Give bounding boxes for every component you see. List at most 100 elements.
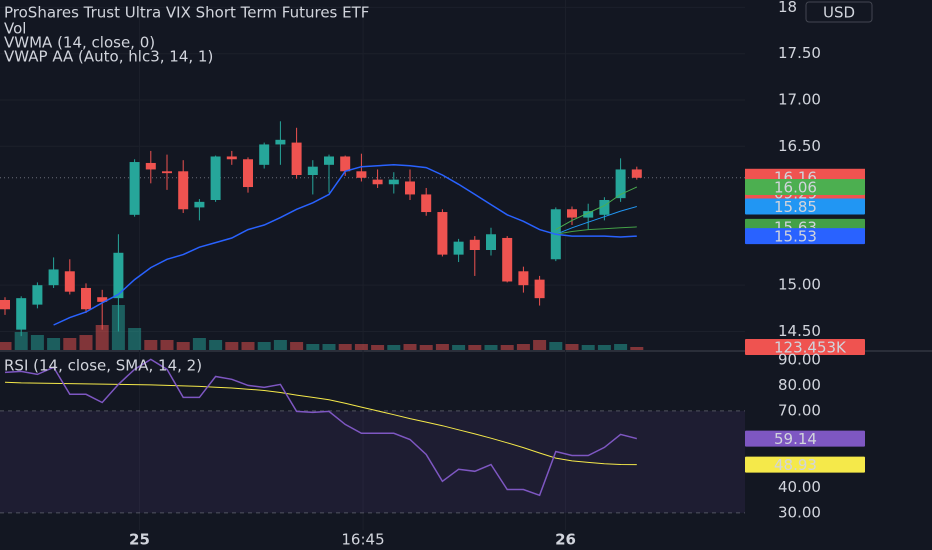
volume-bar — [371, 344, 385, 350]
chart-title: ProShares Trust Ultra VIX Short Term Fut… — [4, 4, 369, 22]
volume-bar — [160, 339, 174, 350]
candle-body — [356, 171, 367, 178]
candle-body — [64, 271, 75, 292]
rsi-badge-label: 48.93 — [774, 456, 817, 474]
volume-bar — [322, 343, 336, 350]
candle-body — [486, 234, 496, 250]
volume-bar — [95, 324, 109, 350]
volume-bar — [581, 344, 595, 350]
rsi-line — [4, 381, 637, 466]
candle-body — [340, 156, 351, 172]
candle-body — [631, 169, 642, 178]
candle-body — [275, 139, 286, 145]
volume-bar — [468, 344, 482, 350]
candle-body — [469, 239, 480, 250]
volume-bar — [387, 344, 401, 350]
currency-box — [805, 1, 873, 23]
candle-body — [81, 287, 91, 310]
volume-bar — [176, 342, 190, 350]
volume-bar — [435, 343, 449, 350]
volume-bar — [47, 337, 61, 350]
x-tick-label: 16:45 — [341, 531, 384, 549]
candle-body — [259, 144, 270, 165]
candle-body — [32, 285, 43, 305]
volume-bar — [241, 342, 255, 350]
volume-bar — [128, 328, 142, 350]
volume-bar — [354, 343, 368, 350]
volume-bar — [597, 344, 611, 350]
candle-body — [16, 298, 27, 330]
candle-body — [437, 212, 448, 255]
candle-body — [291, 142, 302, 175]
vwap-line — [555, 226, 637, 235]
rsi-tick-label: 70.00 — [778, 401, 821, 419]
vwma-line — [53, 164, 637, 326]
candle-body — [48, 269, 59, 286]
x-tick-label: 25 — [129, 531, 150, 549]
volume-badge — [745, 339, 865, 355]
volume-bar — [30, 335, 44, 350]
candle-body — [97, 297, 108, 302]
volume-bar — [192, 337, 206, 350]
candle-body — [145, 162, 156, 170]
rsi-tick-label: 90.00 — [778, 350, 821, 368]
vwap-badge-label: 15.85 — [774, 198, 817, 216]
candle-body — [162, 171, 172, 174]
candle-body — [583, 211, 594, 218]
y-tick-label: 16.50 — [778, 137, 821, 155]
candle-body — [534, 279, 545, 299]
rsi-band — [0, 410, 745, 513]
volume-bar — [403, 343, 417, 350]
volume-bar — [225, 342, 239, 350]
candle-body — [226, 156, 237, 160]
volume-bar — [516, 343, 530, 350]
candle-body — [388, 179, 399, 185]
volume-bar — [484, 344, 498, 350]
overlay: 18 17.50 17.00 16.50 15.00 14.50 25 16:45 26 ProS… — [4, 0, 873, 549]
x-tick-label: 26 — [555, 531, 576, 549]
candle-body — [113, 252, 124, 299]
rsi-badge — [745, 430, 865, 447]
candle-body — [307, 166, 318, 175]
volume-bar — [290, 342, 304, 350]
candle-body — [502, 237, 513, 282]
y-tick-label: 18 — [778, 0, 797, 16]
volume-bar — [533, 339, 547, 350]
candle-body — [324, 156, 334, 165]
vwap-badge — [745, 198, 865, 215]
candle-body — [178, 171, 189, 210]
volume-bar — [273, 339, 287, 350]
rsi-legend: RSI (14, close, SMA, 14, 2) — [4, 357, 202, 375]
rsi-tick-label: 30.00 — [778, 503, 821, 521]
candle-body — [243, 159, 253, 188]
rsi-tick-label: 40.00 — [778, 478, 821, 496]
volume-bar — [144, 339, 158, 350]
y-tick-label: 14.50 — [778, 322, 821, 340]
rsi-badge-label: 59.14 — [774, 430, 817, 448]
volume-bar — [630, 347, 644, 350]
candle-body — [194, 201, 205, 208]
candle-body — [453, 241, 464, 255]
volume-bar — [257, 342, 271, 350]
y-tick-label: 17.50 — [778, 44, 821, 62]
candle-body — [372, 179, 383, 185]
candle-body — [567, 209, 577, 218]
vwap-badge — [745, 179, 865, 196]
y-tick-label: 15.00 — [778, 276, 821, 294]
volume-bar — [338, 343, 352, 350]
currency-label: USD — [823, 4, 855, 22]
volume-bar — [452, 344, 466, 350]
rsi-tick-label: 80.00 — [778, 376, 821, 394]
candle-body — [405, 181, 415, 195]
volume-bar — [209, 339, 223, 350]
volume-bar — [500, 344, 514, 350]
candle-body — [210, 156, 221, 200]
candle-body — [599, 200, 610, 215]
volume-bar — [306, 343, 320, 350]
rsi-badge — [745, 456, 865, 473]
vwma-badge-label: 15.53 — [774, 228, 817, 246]
volume-badge-label: 123.453K — [774, 339, 847, 357]
volume-bar — [63, 337, 77, 350]
legend-entry: VWMA (14, close, 0) — [4, 34, 155, 52]
